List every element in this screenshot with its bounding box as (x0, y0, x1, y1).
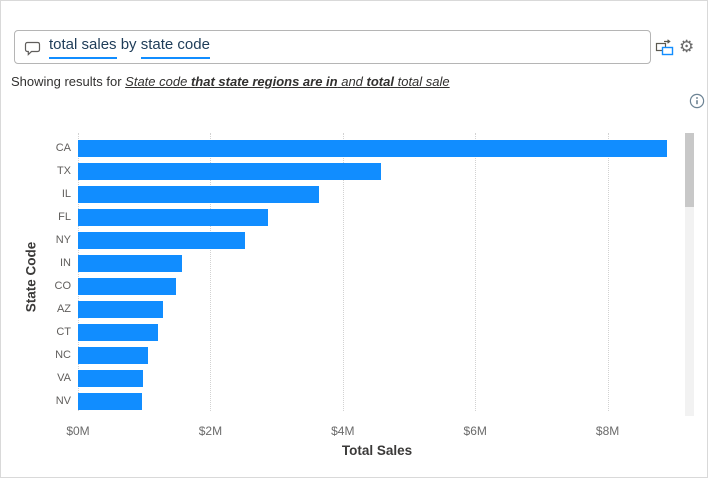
y-axis-labels: CA TX IL FL NY IN CO AZ CT NC VA NV (1, 133, 72, 411)
info-icon[interactable] (689, 93, 705, 109)
x-tick-label: $2M (198, 424, 223, 438)
plot-area (78, 133, 669, 411)
category-label: CO (54, 280, 72, 292)
question-connector: by (116, 35, 141, 53)
gear-icon[interactable]: ⚙ (679, 37, 695, 56)
chat-bubble-icon (24, 41, 41, 56)
category-label: NY (55, 234, 71, 246)
question-input[interactable]: total sales by state code (14, 30, 651, 64)
restatement-prefix: Showing results for (11, 74, 126, 89)
category-label: FL (58, 211, 71, 223)
bar-CO[interactable] (78, 278, 176, 295)
category-label: TX (56, 165, 71, 177)
restatement-phrase[interactable]: State code that state regions are in and… (125, 74, 450, 89)
category-label: IN (60, 257, 71, 269)
question-text: total sales by state code (49, 36, 210, 59)
x-axis-title: Total Sales (341, 443, 413, 458)
gridline (342, 133, 344, 411)
category-label: CT (56, 326, 71, 338)
category-label: AZ (56, 303, 71, 315)
bar-FL[interactable] (78, 209, 268, 226)
gridline (78, 133, 79, 411)
x-tick-label: $8M (595, 424, 620, 438)
category-label: VA (57, 372, 71, 384)
gridline (475, 133, 477, 411)
bar-TX[interactable] (78, 163, 382, 180)
bar-IL[interactable] (78, 186, 319, 203)
x-tick-label: $4M (331, 424, 355, 438)
x-tick-label: $6M (463, 424, 487, 438)
bar-CT[interactable] (78, 324, 159, 341)
convert-to-standard-visual-icon[interactable] (655, 39, 674, 56)
bar-CA[interactable] (78, 140, 668, 157)
bar-AZ[interactable] (78, 301, 163, 318)
question-term-total-sales[interactable]: total sales (49, 36, 117, 59)
category-label: NV (55, 395, 71, 407)
bar-NC[interactable] (78, 347, 148, 364)
scrollbar-track[interactable] (685, 133, 694, 416)
category-label: NC (55, 349, 71, 361)
bar-NV[interactable] (78, 393, 142, 410)
gridline (210, 133, 212, 411)
restatement-line: Showing results for State code that stat… (11, 74, 450, 89)
bar-NY[interactable] (78, 232, 245, 249)
bar-VA[interactable] (78, 370, 143, 387)
bar-IN[interactable] (78, 255, 182, 272)
category-label: IL (61, 188, 71, 200)
x-tick-label: $0M (66, 424, 90, 438)
x-axis-ticks: $0M $2M $4M $6M $8M (66, 424, 678, 438)
question-term-state-code[interactable]: state code (140, 36, 210, 59)
category-label: CA (55, 142, 71, 154)
scrollbar-thumb[interactable] (685, 133, 694, 207)
gridline (607, 133, 609, 411)
